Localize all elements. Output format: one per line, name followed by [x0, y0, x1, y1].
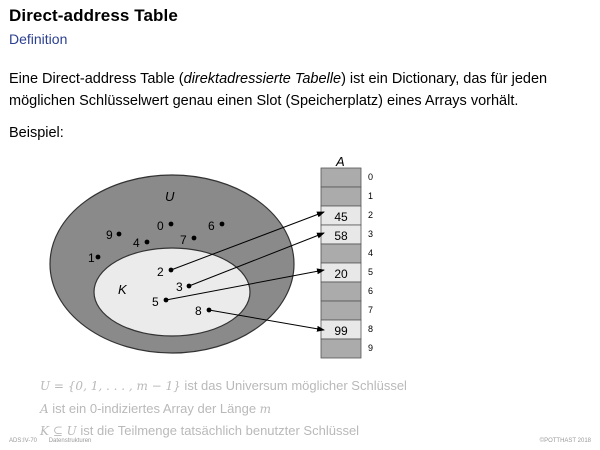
definition-text-end: ) ist ein Dictionary, das für jeden mögl…: [9, 71, 548, 109]
used-key: 8: [195, 304, 202, 318]
key-dot: [95, 254, 101, 260]
arrow-key3-slot3: [188, 232, 325, 287]
slide-title: Direct-address Table: [9, 6, 178, 25]
note-array-math: A: [40, 401, 49, 416]
slot-index: 9: [368, 343, 373, 353]
note-keyset: K ⊆ U ist die Teilmenge tatsächlich benu…: [40, 420, 407, 443]
note-universe-text: ist das Universum möglicher Schlüssel: [180, 378, 407, 393]
footer-copyright: ©POTTHAST 2018: [539, 438, 591, 444]
used-key: 3: [176, 280, 183, 294]
slot-index: 5: [368, 267, 373, 277]
key-dot: [219, 221, 225, 227]
slot-index: 2: [368, 210, 373, 220]
universe-key: 6: [208, 219, 215, 233]
note-universe: U = {0, 1, . . . , m − 1} ist das Univer…: [40, 375, 407, 398]
slot-indices: 0 1 2 3 4 5 6 7 8 9: [368, 172, 373, 353]
universe-key: 7: [180, 233, 187, 247]
slot-values: 45 58 20 99: [334, 210, 348, 338]
slot-index: 7: [368, 305, 373, 315]
slot-index: 4: [368, 248, 373, 258]
keyset-ellipse: [93, 247, 251, 337]
universe-key: 0: [157, 219, 164, 233]
note-universe-math: U = {0, 1, . . . , m − 1}: [40, 379, 181, 393]
key-dot: [191, 235, 197, 241]
arrow-key8-slot8: [208, 309, 325, 332]
definition-term-german: direktadressierte Tabelle: [183, 71, 342, 87]
slot-index: 0: [368, 172, 373, 182]
footer-left: ADS:IV-70 Datenstrukturen: [9, 438, 101, 444]
arrow-key5-slot5: [165, 268, 325, 301]
slot-value: 58: [334, 229, 348, 243]
note-keyset-text: ist die Teilmenge tatsächlich benutzter …: [76, 423, 360, 438]
note-keyset-math: K ⊆ U: [40, 424, 77, 438]
universe-key: 4: [133, 236, 140, 250]
used-key: 5: [152, 295, 159, 309]
slide-subtitle: Definition: [9, 31, 68, 47]
array-slot: [320, 338, 362, 359]
definitions-notes: U = {0, 1, . . . , m − 1} ist das Univer…: [40, 375, 407, 443]
key-dot: [116, 231, 122, 237]
arrow-key2-slot2: [170, 211, 325, 271]
array-slot: [320, 186, 362, 207]
used-key: 2: [157, 265, 164, 279]
array-slot: [320, 281, 362, 302]
footer-slide-number: ADS:IV-70: [9, 438, 38, 444]
array-slot: [320, 243, 362, 264]
universe-label: U: [165, 189, 175, 204]
note-array: A ist ein 0-indiziertes Array der Länge …: [40, 398, 407, 421]
key-dot: [144, 239, 150, 245]
slot-value: 99: [334, 324, 348, 338]
universe-key: 9: [106, 228, 113, 242]
definition-paragraph: Eine Direct-address Table (direktadressi…: [9, 68, 594, 112]
footer-section: Datenstrukturen: [48, 438, 92, 444]
universe-keys: 0 6 9 4 7 1: [88, 219, 225, 265]
slot-index: 3: [368, 229, 373, 239]
slot-index: 1: [368, 191, 373, 201]
key-slot-arrows: [165, 211, 325, 332]
universe-key: 1: [88, 251, 95, 265]
note-array-length-math: m: [259, 401, 272, 416]
note-array-text: ist ein 0-indiziertes Array der Länge: [48, 400, 260, 416]
array-label: A: [335, 154, 345, 169]
array-slot: [320, 167, 362, 188]
array-slot: [320, 300, 362, 321]
key-dot: [168, 221, 174, 227]
slot-value: 45: [334, 210, 348, 224]
slot-value: 20: [334, 267, 348, 281]
keyset-label: K: [118, 282, 128, 297]
example-label: Beispiel:: [9, 125, 64, 141]
slot-index: 8: [368, 324, 373, 334]
slot-index: 6: [368, 286, 373, 296]
definition-text-start: Eine Direct-address Table (: [9, 71, 184, 87]
array-slots: [320, 167, 362, 359]
